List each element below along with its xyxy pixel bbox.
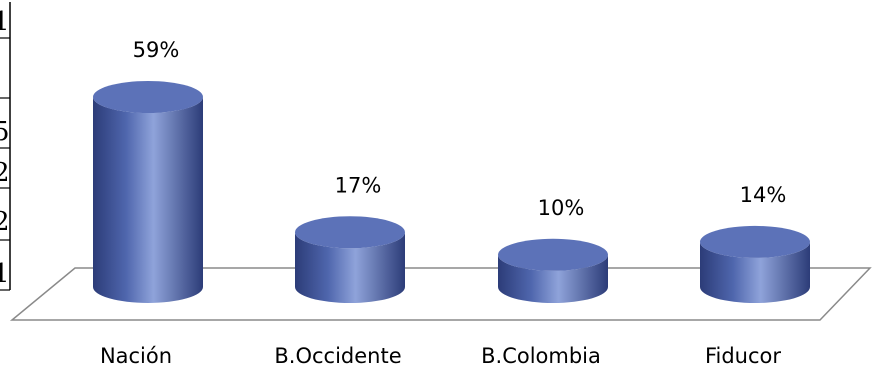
category-label: Fiducor <box>705 344 781 366</box>
data-label: 59% <box>133 38 180 62</box>
bar-top <box>700 225 810 258</box>
category-axis-labels: Nación B.Occidente B.Colombia Fiducor <box>100 344 781 366</box>
bar-body <box>93 97 203 303</box>
edge-digit: 2 <box>0 207 10 237</box>
bar-4 <box>700 225 810 303</box>
category-label: B.Colombia <box>481 344 601 366</box>
data-label: 17% <box>335 173 382 197</box>
bar-3 <box>498 238 608 303</box>
bar-series <box>93 81 810 303</box>
category-label: Nación <box>100 344 172 366</box>
bar-body <box>295 232 405 303</box>
edge-digit: 2 <box>0 158 10 188</box>
cropped-table-fragment: 1 5 2 2 1 <box>0 2 11 291</box>
edge-digit: 1 <box>0 7 10 37</box>
category-label: B.Occidente <box>274 344 401 366</box>
edge-digit: 5 <box>0 117 10 147</box>
data-label: 14% <box>740 183 787 207</box>
bar-body <box>700 241 810 303</box>
edge-digit: 1 <box>0 259 10 289</box>
bar-top <box>498 238 608 271</box>
bar-body <box>498 254 608 303</box>
data-label: 10% <box>538 196 585 220</box>
bar-top <box>295 216 405 249</box>
bar-2 <box>295 216 405 303</box>
bar-1 <box>93 81 203 303</box>
data-label-group: 59% 17% 10% 14% <box>133 38 787 220</box>
bar-top <box>93 81 203 113</box>
